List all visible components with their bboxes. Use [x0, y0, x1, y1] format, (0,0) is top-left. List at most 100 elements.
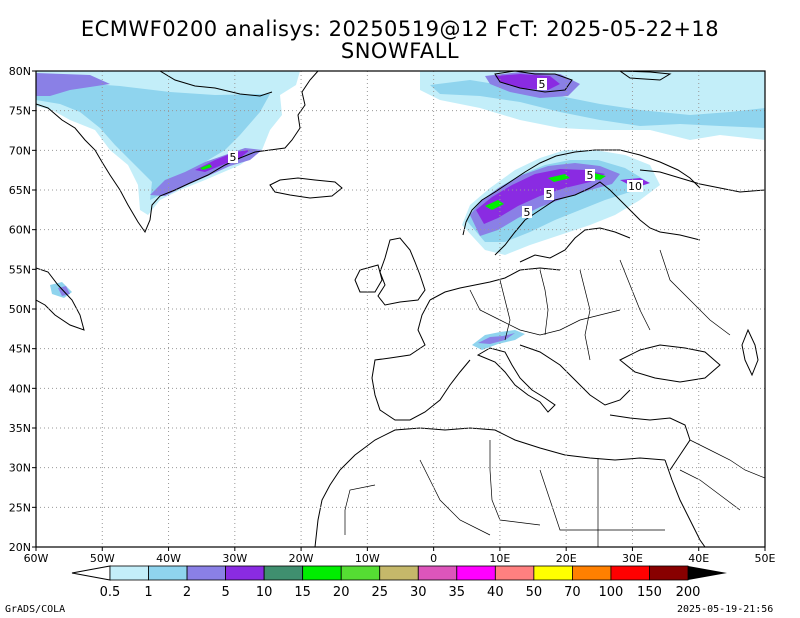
- colorbar-swatch: [379, 565, 419, 581]
- lat-label: 35N: [9, 422, 31, 435]
- coast-sweden-finland: [494, 181, 701, 256]
- lat-label: 60N: [9, 224, 31, 237]
- footer-credit: GrADS/COLA: [5, 604, 66, 615]
- border-africa-5: [597, 458, 665, 531]
- colorbar-label: 35: [449, 585, 466, 600]
- border-europe-4: [579, 269, 591, 361]
- colorbar-label: 10: [256, 585, 273, 600]
- lat-label: 50N: [9, 303, 31, 316]
- colorbar-swatch: [572, 565, 612, 581]
- contour-label: 5: [539, 78, 546, 91]
- coast-red-sea: [664, 459, 706, 547]
- lat-label: 20N: [9, 541, 31, 554]
- lon-axis-labels: 60W 50W 40W 30W 20W 10W 0 10E 20E 30E 40E 50E: [24, 547, 776, 565]
- colorbar-label: 70: [564, 585, 581, 600]
- coast-svalbard: [494, 71, 573, 93]
- border-mideast-2: [679, 469, 741, 511]
- lon-label: 10W: [355, 552, 380, 565]
- footer-timestamp: 2025-05-19-21:56: [677, 604, 774, 615]
- border-europe-3: [539, 269, 549, 336]
- coast-turkey-levant: [609, 414, 691, 471]
- coast-franz-josef: [619, 71, 672, 81]
- lon-label: 40E: [688, 552, 709, 565]
- coast-greenland: [36, 71, 319, 234]
- coast-italy: [476, 347, 556, 413]
- lat-label: 70N: [9, 144, 31, 157]
- coast-black-sea: [619, 344, 721, 383]
- lat-label: 55N: [9, 263, 31, 276]
- snow-shade-greenland-green: [200, 164, 212, 170]
- lat-label: 30N: [9, 462, 31, 475]
- lat-label: 75N: [9, 105, 31, 118]
- coastlines: [36, 71, 765, 547]
- coast-baltic: [519, 227, 631, 263]
- lon-label: 20W: [289, 552, 314, 565]
- colorbar-swatch: [302, 565, 342, 581]
- coast-norway: [462, 149, 701, 236]
- lat-label: 40N: [9, 382, 31, 395]
- border-europe-2: [499, 279, 511, 341]
- coast-greenland-north: [159, 71, 273, 97]
- lon-label: 20E: [556, 552, 577, 565]
- coast-britain: [377, 237, 426, 306]
- coast-caspian: [741, 328, 759, 377]
- borders: [344, 249, 765, 547]
- coast-newfoundland: [36, 267, 85, 331]
- lat-axis-labels: 80N 75N 70N 65N 60N 55N 50N 45N 40N 35N 30N 25N 20N: [9, 65, 36, 554]
- lat-label: 25N: [9, 501, 31, 514]
- coast-west-africa: [314, 469, 341, 547]
- colorbar-swatch: [649, 565, 689, 581]
- contour-label: 5: [546, 188, 553, 201]
- lon-label: 30W: [222, 552, 247, 565]
- contour-label: 5: [230, 151, 237, 164]
- map-subtitle: SNOWFALL: [340, 39, 460, 63]
- lat-label: 45N: [9, 343, 31, 356]
- colorbar-swatch: [533, 565, 573, 581]
- coast-biscay-iberia: [371, 299, 471, 421]
- colorbar-swatch: [263, 565, 304, 581]
- colorbar-over-arrow: [688, 566, 727, 580]
- colorbar-swatch: [456, 565, 496, 581]
- border-europe-6: [659, 249, 731, 336]
- lon-label: 10E: [489, 552, 510, 565]
- lat-label: 80N: [9, 65, 31, 78]
- colorbar-label: 50: [526, 585, 543, 600]
- colorbar-swatch: [340, 565, 381, 581]
- coast-kola-white-sea: [639, 169, 765, 193]
- colorbar-label: 25: [371, 585, 388, 600]
- colorbar-swatch: [225, 565, 265, 581]
- coast-north-africa: [339, 427, 666, 471]
- lon-label: 50W: [90, 552, 115, 565]
- colorbar-label: 40: [487, 585, 504, 600]
- lon-label: 40W: [156, 552, 181, 565]
- snow-shade-scandinavia-violet: [476, 169, 605, 224]
- contour-label: 5: [587, 169, 594, 182]
- coast-ireland: [354, 264, 383, 293]
- colorbar-label: 0.5: [100, 585, 121, 600]
- lon-label: 30E: [622, 552, 643, 565]
- colorbar-swatch: [494, 565, 535, 581]
- snow-shade-arctic-west-purple: [36, 73, 110, 96]
- border-africa-4: [539, 469, 599, 547]
- contour-labels: 5 5 5 5 5 10: [228, 78, 643, 219]
- colorbar-label: 20: [333, 585, 350, 600]
- coast-europe-west: [429, 267, 561, 301]
- colorbar-swatch: [148, 565, 188, 581]
- border-mideast-1: [689, 439, 765, 479]
- border-europe-5: [619, 259, 651, 331]
- colorbar-label: 200: [676, 585, 701, 600]
- snow-shade-arctic-west-blue: [36, 80, 270, 200]
- coast-balkans: [519, 344, 631, 406]
- colorbar-swatch: [610, 565, 650, 581]
- lat-lon-grid: [36, 71, 765, 547]
- lon-label: 60W: [24, 552, 49, 565]
- border-africa-3: [489, 440, 541, 526]
- border-africa-1: [344, 484, 376, 535]
- snowfall-field: [36, 71, 765, 350]
- colorbar-label: 150: [637, 585, 662, 600]
- colorbar-label: 15: [294, 585, 311, 600]
- colorbar-label: 100: [599, 585, 624, 600]
- colorbar-swatch: [186, 565, 226, 581]
- border-europe-1: [469, 289, 621, 336]
